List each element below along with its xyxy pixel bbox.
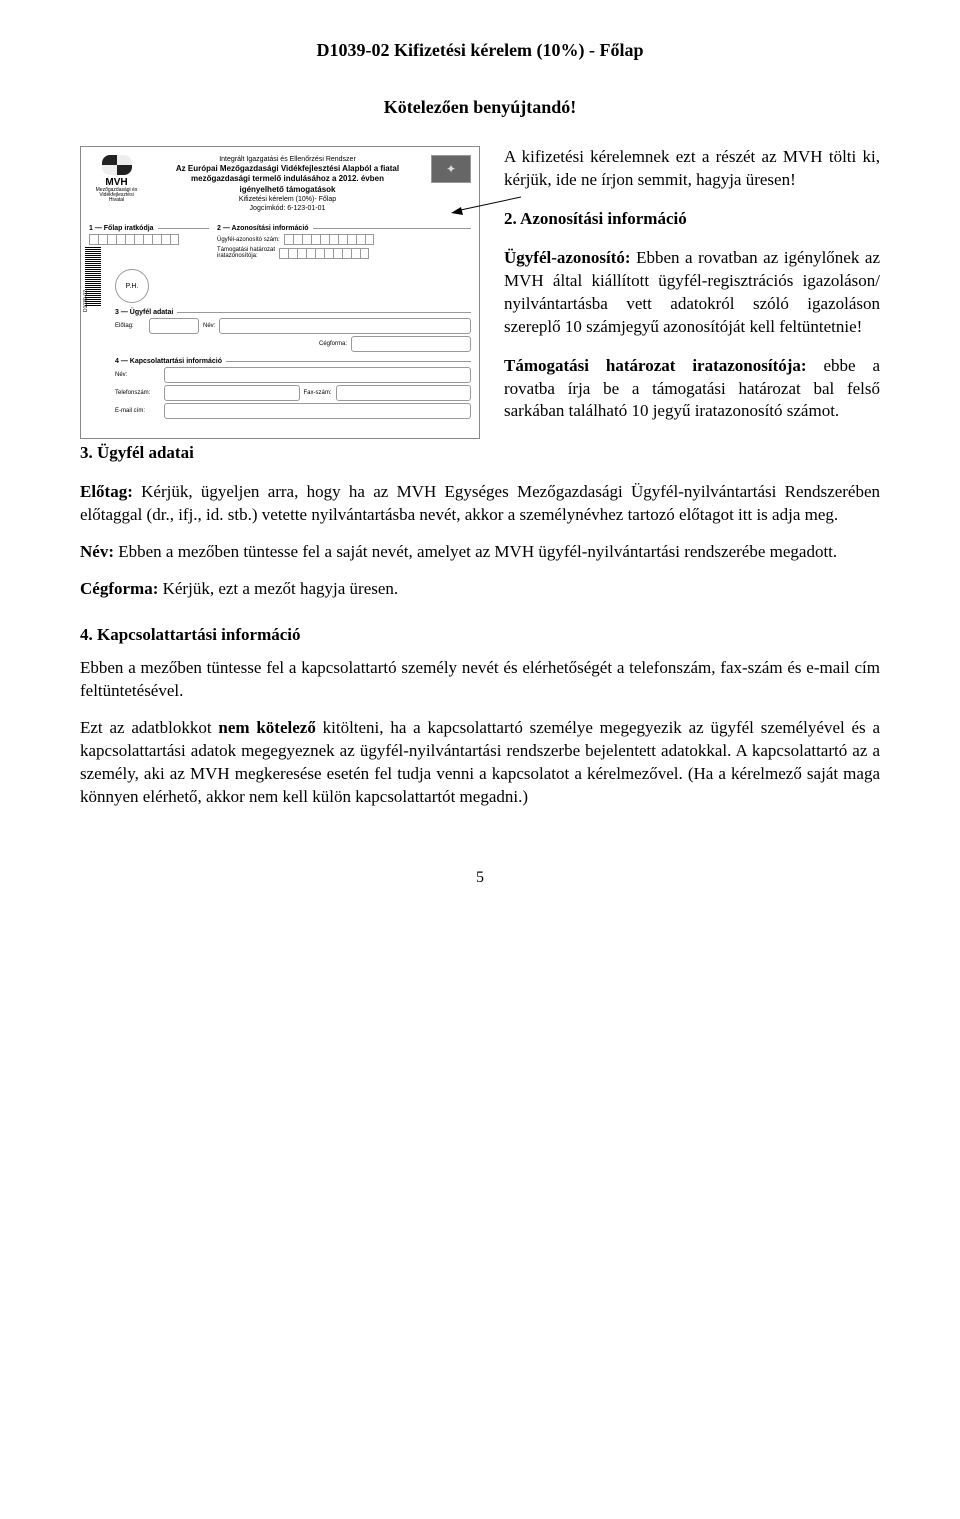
section-4-heading: 4. Kapcsolattartási információ (80, 625, 880, 645)
page-number: 5 (80, 869, 880, 887)
hatarozat-paragraph: Támogatási határozat iratazonosítója: eb… (504, 355, 880, 424)
section-4-detail-paragraph: Ezt az adatblokkot nem kötelező kitölten… (80, 717, 880, 809)
email-field (164, 403, 471, 419)
top-two-column-area: MVH Mezőgazdasági és Vidékfejlesztési Hi… (80, 146, 880, 439)
elotag-field (149, 318, 199, 334)
form-preview-image: MVH Mezőgazdasági és Vidékfejlesztési Hi… (80, 146, 480, 439)
section-3-label: 3 — Ügyfél adatai (115, 309, 173, 316)
section-1-label: 1 — Főlap iratkódja (89, 225, 154, 232)
barcode-label: D1039-02 (83, 290, 89, 312)
ugyfel-azonosito-paragraph: Ügyfél-azonosító: Ebben a rovatban az ig… (504, 247, 880, 339)
nev-paragraph: Név: Ebben a mezőben tüntesse fel a sajá… (80, 541, 880, 564)
nev-field (219, 318, 471, 334)
form-header-center: Integrált Igazgatási és Ellenőrzési Rend… (150, 155, 425, 213)
section-2-label: 2 — Azonosítási információ (217, 225, 309, 232)
section-4-intro-paragraph: Ebben a mezőben tüntesse fel a kapcsolat… (80, 657, 880, 703)
right-column-text: A kifizetési kérelemnek ezt a részét az … (504, 146, 880, 439)
stamp-placeholder: P.H. (115, 269, 149, 303)
cegforma-paragraph: Cégforma: Kérjük, ezt a mezőt hagyja üre… (80, 578, 880, 601)
section-3-heading: 3. Ügyfél adatai (80, 443, 880, 463)
doc-title: D1039-02 Kifizetési kérelem (10%) - Főla… (80, 40, 880, 61)
doc-subtitle: Kötelezően benyújtandó! (80, 97, 880, 118)
kapcs-nev-field (164, 367, 471, 383)
mvh-logo: MVH Mezőgazdasági és Vidékfejlesztési Hi… (89, 155, 144, 203)
eu-flag-icon: ✦ (431, 155, 471, 183)
iratkod-cells (89, 234, 209, 245)
telefon-field (164, 385, 300, 401)
hatarozat-cells (279, 248, 369, 259)
cegforma-field (351, 336, 471, 352)
fax-field (336, 385, 472, 401)
intro-paragraph: A kifizetési kérelemnek ezt a részét az … (504, 146, 880, 192)
ugyfel-azonosito-cells (284, 234, 374, 245)
elotag-paragraph: Előtag: Kérjük, ügyeljen arra, hogy ha a… (80, 481, 880, 527)
body-text-area: Előtag: Kérjük, ügyeljen arra, hogy ha a… (80, 481, 880, 808)
section-4-label: 4 — Kapcsolattartási információ (115, 358, 222, 365)
section-2-heading: 2. Azonosítási információ (504, 208, 880, 231)
document-page: D1039-02 Kifizetési kérelem (10%) - Főla… (0, 0, 960, 927)
